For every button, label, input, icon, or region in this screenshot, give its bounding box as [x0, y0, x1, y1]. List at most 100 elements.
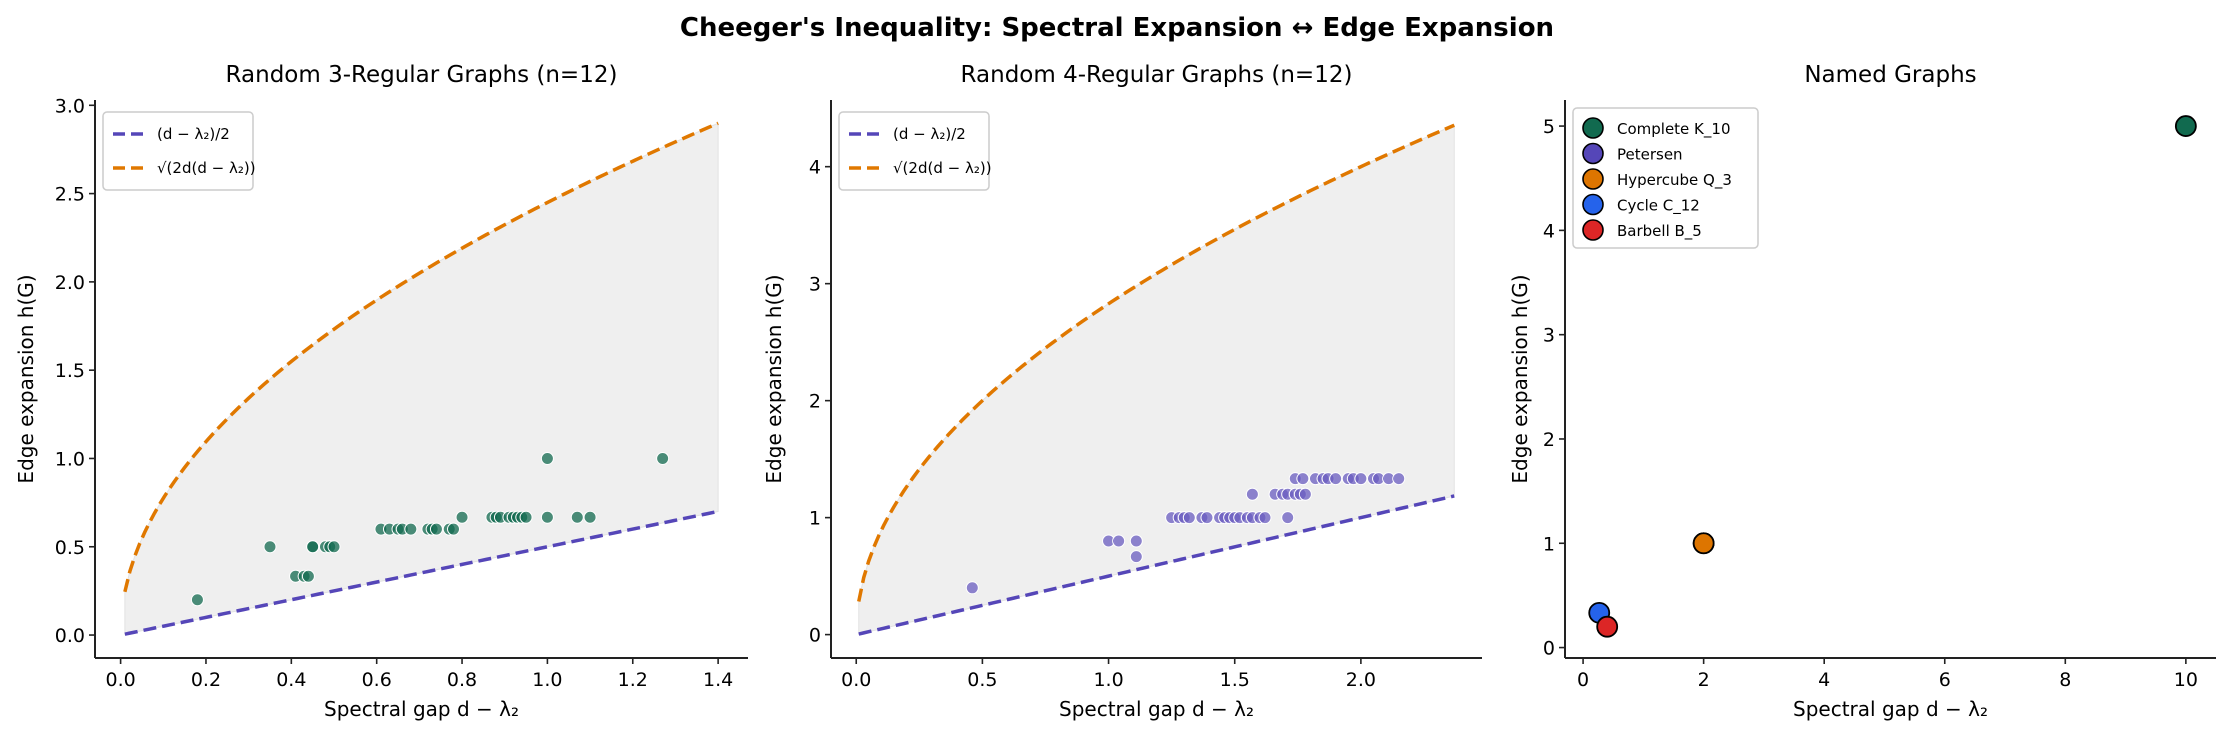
x-tick-label: 0.2: [191, 669, 221, 691]
point-barbell-b-5: [1596, 615, 1619, 638]
y-tick-label: 4: [809, 157, 821, 179]
y-tick-label: 3: [1543, 325, 1555, 347]
data-point: [1182, 511, 1196, 525]
feasible-region: [124, 122, 719, 635]
legend: (d − λ₂)/2 √(2d(d − λ₂)): [102, 111, 256, 191]
x-tick-label: 4: [1818, 669, 1830, 691]
legend-label: √(2d(d − λ₂)): [157, 159, 256, 177]
data-point: [455, 510, 469, 524]
legend-label: √(2d(d − λ₂)): [893, 159, 992, 177]
data-point: [1112, 534, 1126, 548]
legend-marker: [1582, 168, 1604, 190]
data-point: [1296, 472, 1310, 486]
x-tick-label: 6: [1939, 669, 1951, 691]
y-tick-label: 3: [809, 274, 821, 296]
x-tick-label: 8: [2059, 669, 2071, 691]
data-point: [327, 540, 341, 554]
subplot-2: 0.0 0.5 1.0 1.5 2.0 0 1 2 3 4 Random 4-Regular Gra…: [762, 62, 1482, 721]
x-tick-label: 0: [1577, 669, 1589, 691]
x-tick-label: 1.0: [532, 669, 562, 691]
x-tick-label: 0.4: [276, 669, 306, 691]
x-tick-label: 0.5: [967, 669, 997, 691]
upper-bound-line: [857, 123, 1455, 602]
y-tick-label: 1: [1543, 533, 1555, 555]
y-tick-label: 2.0: [55, 272, 85, 294]
data-point: [519, 510, 533, 524]
upper-bound-line: [123, 121, 719, 593]
x-tick-label: 0.8: [447, 669, 477, 691]
y-tick-label: 0: [809, 625, 821, 647]
data-point: [1129, 534, 1143, 548]
point-hypercube-q-3: [1692, 532, 1715, 555]
subplot-title: Random 4-Regular Graphs (n=12): [961, 62, 1353, 88]
data-point: [540, 510, 554, 524]
y-tick-label: 2.5: [55, 184, 85, 206]
x-axis-label: Spectral gap d − λ₂: [324, 697, 519, 721]
y-axis-label: Edge expansion h(G): [1508, 274, 1532, 483]
x-axis-label: Spectral gap d − λ₂: [1059, 697, 1254, 721]
data-point: [1245, 487, 1259, 501]
x-tick-label: 1.0: [1093, 669, 1123, 691]
y-tick-label: 5: [1543, 116, 1555, 138]
y-tick-label: 1: [809, 508, 821, 530]
data-point: [1329, 472, 1343, 486]
data-point: [404, 522, 418, 536]
lower-bound-line: [858, 494, 1455, 636]
data-point: [263, 540, 277, 554]
data-point: [301, 569, 315, 583]
legend-label: Complete K_10: [1617, 120, 1730, 139]
legend-marker: [1582, 193, 1604, 216]
data-point: [1258, 511, 1272, 525]
x-tick-label: 1.4: [703, 669, 733, 691]
x-tick-label: 0.0: [841, 669, 871, 691]
y-tick-label: 1.0: [55, 448, 85, 470]
x-tick-label: 2.0: [1346, 669, 1376, 691]
subplot-title: Named Graphs: [1804, 62, 1976, 88]
data-point: [447, 522, 461, 536]
legend-label: Hypercube Q_3: [1617, 171, 1732, 190]
point-complete-k-10: [2174, 115, 2197, 137]
legend-marker: [1582, 117, 1604, 139]
legend: Complete K_10 Petersen Hypercube Q_3 Cycle …: [1572, 107, 1759, 249]
data-point: [540, 451, 554, 465]
legend-label: (d − λ₂)/2: [893, 125, 966, 143]
legend: (d − λ₂)/2 √(2d(d − λ₂)): [838, 111, 992, 191]
lower-bound-line: [124, 509, 719, 636]
data-point: [1200, 511, 1214, 525]
data-point: [583, 510, 597, 524]
data-point: [1281, 511, 1295, 525]
subplot-title: Random 3-Regular Graphs (n=12): [226, 62, 618, 88]
y-axis-label: Edge expansion h(G): [762, 274, 786, 483]
x-tick-label: 0.0: [105, 669, 135, 691]
data-point: [1354, 472, 1368, 486]
legend-label: (d − λ₂)/2: [157, 125, 230, 143]
data-point: [570, 510, 584, 524]
legend-label: Cycle C_12: [1617, 197, 1700, 216]
feasible-region: [858, 124, 1455, 635]
y-tick-label: 2: [809, 391, 821, 413]
legend-label: Barbell B_5: [1617, 222, 1702, 241]
data-point: [190, 593, 204, 607]
subplot-3: 0 2 4 6 8 10 0 1 2 3 4 5 Named Graphs Spectral gap d …: [1508, 62, 2216, 721]
data-point: [1129, 550, 1143, 564]
x-tick-label: 2: [1698, 669, 1710, 691]
x-tick-label: 1.2: [618, 669, 648, 691]
y-tick-label: 2: [1543, 429, 1555, 451]
subplot-1: 0.0 0.2 0.4 0.6 0.8 1.0 1.2 1.4 0.0 0.5 1.0 1.5 2.0 2…: [14, 62, 748, 721]
x-axis-label: Spectral gap d − λ₂: [1793, 697, 1988, 721]
data-point: [429, 522, 443, 536]
x-tick-label: 0.6: [362, 669, 392, 691]
y-axis-label: Edge expansion h(G): [14, 274, 38, 483]
figure-title: Cheeger's Inequality: Spectral Expansion…: [680, 13, 1554, 43]
data-point: [1298, 487, 1312, 501]
data-point: [965, 581, 979, 595]
data-point: [306, 540, 320, 554]
y-tick-label: 1.5: [55, 360, 85, 382]
y-tick-label: 0.5: [55, 537, 85, 559]
y-tick-label: 0.0: [55, 625, 85, 647]
legend-marker: [1582, 219, 1604, 241]
y-tick-label: 3.0: [55, 95, 85, 117]
y-tick-label: 4: [1543, 220, 1555, 242]
data-point: [1392, 472, 1406, 486]
